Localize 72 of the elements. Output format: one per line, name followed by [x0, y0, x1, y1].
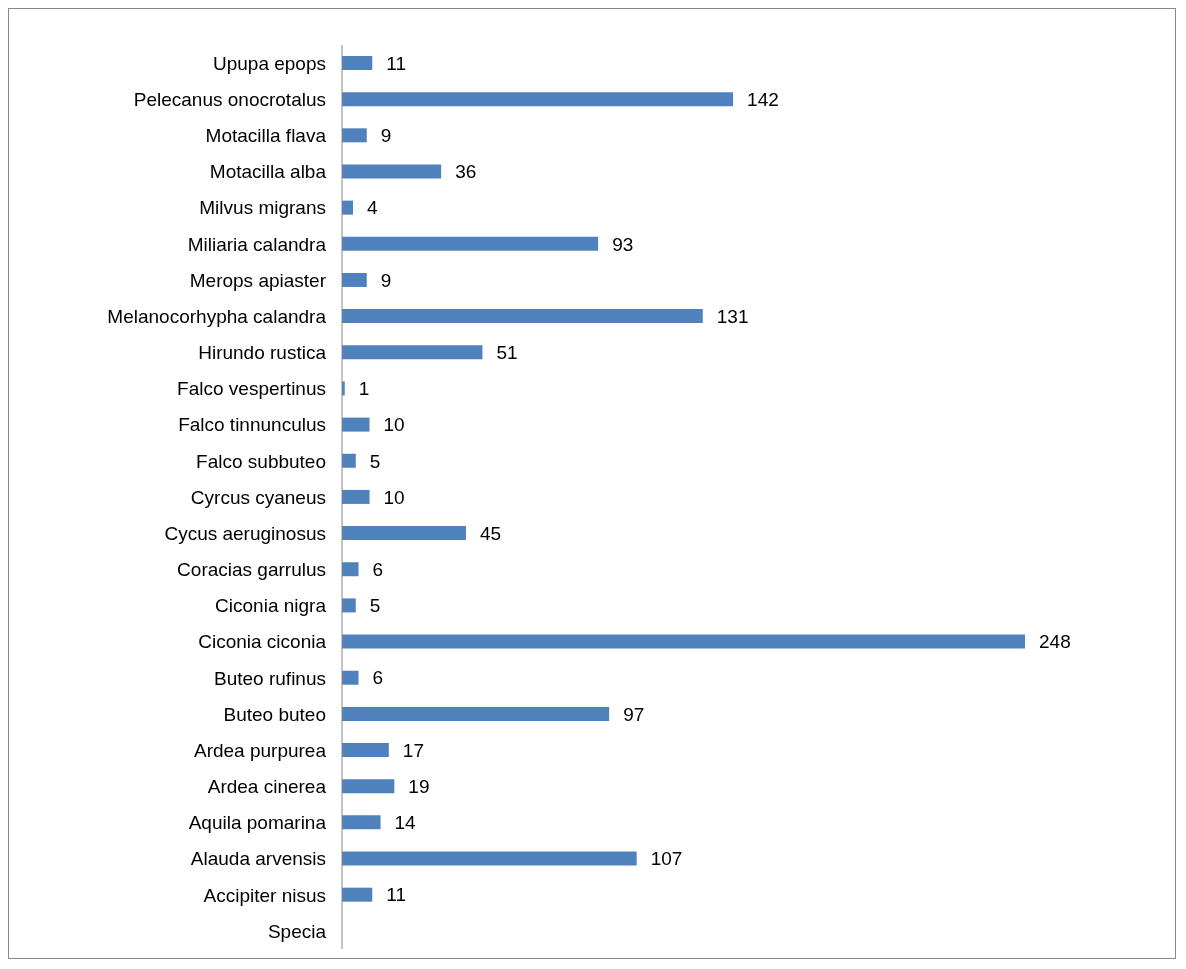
bar — [342, 634, 1025, 649]
data-label: 93 — [612, 233, 634, 255]
data-label: 9 — [380, 269, 392, 291]
bar — [342, 236, 599, 251]
y-tick-label: Pelecanus onocrotalus — [133, 88, 326, 110]
y-tick-label: Hirundo rustica — [198, 342, 327, 364]
y-tick-label: Motacilla alba — [209, 161, 327, 183]
bar — [342, 670, 359, 685]
data-label: 10 — [383, 414, 405, 436]
bar — [342, 743, 389, 758]
data-label: 97 — [623, 703, 645, 725]
data-label: 14 — [394, 812, 417, 834]
data-label: 10 — [383, 486, 405, 508]
bar — [342, 128, 367, 143]
bar — [342, 598, 356, 613]
data-label: 131 — [716, 305, 749, 327]
y-tick-label: Accipiter nisus — [203, 884, 326, 906]
bar — [342, 164, 442, 179]
data-label: 11 — [386, 884, 407, 906]
data-label: 107 — [650, 848, 683, 870]
y-tick-label: Ciconia ciconia — [198, 631, 327, 653]
bar — [342, 345, 483, 360]
data-label: 45 — [479, 522, 502, 544]
data-label: 5 — [369, 450, 381, 472]
y-tick-label: Ciconia nigra — [215, 595, 327, 617]
y-tick-label: Buteo buteo — [223, 703, 326, 725]
bar — [342, 272, 367, 287]
data-label: 5 — [369, 595, 381, 617]
data-label: 1 — [358, 378, 370, 400]
y-tick-label: Cyrcus cyaneus — [190, 486, 326, 508]
data-label: 6 — [372, 558, 384, 580]
y-tick-label: Alauda arvensis — [190, 848, 326, 870]
y-tick-label: Milvus migrans — [199, 197, 326, 219]
y-tick-label: Falco subbuteo — [196, 450, 326, 472]
bar — [342, 56, 373, 70]
data-label: 4 — [367, 197, 379, 219]
bar — [342, 815, 381, 830]
y-tick-label: Falco vespertinus — [177, 378, 326, 400]
bar — [342, 706, 610, 721]
bar — [342, 851, 637, 866]
data-label: 11 — [386, 52, 407, 74]
data-label: 36 — [455, 161, 477, 183]
bar — [342, 200, 354, 215]
data-label: 6 — [372, 667, 384, 689]
y-tick-label: Melanocorhypha calandra — [107, 305, 327, 327]
bar — [342, 526, 466, 541]
y-tick-label: Coracias garrulus — [177, 559, 326, 581]
y-tick-label: Falco tinnunculus — [178, 414, 326, 436]
data-label: 248 — [1039, 631, 1071, 653]
y-tick-label: Cycus aeruginosus — [164, 522, 326, 544]
data-label: 142 — [747, 88, 779, 110]
bar — [342, 417, 370, 432]
y-tick-label: Ardea cinerea — [207, 776, 327, 798]
y-tick-label: Specia — [267, 920, 327, 942]
y-tick-label: Aquila pomarina — [188, 812, 327, 834]
y-tick-label: Buteo rufinus — [214, 667, 326, 689]
y-tick-label: Motacilla flava — [205, 125, 327, 147]
data-label: 9 — [380, 125, 392, 147]
bar — [342, 779, 395, 794]
bar — [342, 887, 373, 902]
bar — [342, 453, 356, 468]
bar — [342, 489, 370, 504]
data-label: 17 — [402, 739, 424, 761]
data-label: 51 — [496, 342, 518, 364]
y-tick-label: Ardea purpurea — [193, 739, 327, 761]
bar — [342, 562, 359, 577]
bar — [342, 92, 734, 107]
y-tick-label: Upupa epops — [212, 52, 326, 74]
y-tick-label: Merops apiaster — [189, 269, 327, 291]
bar — [342, 309, 703, 324]
data-label: 19 — [408, 775, 430, 797]
y-tick-label: Miliaria calandra — [187, 233, 327, 255]
